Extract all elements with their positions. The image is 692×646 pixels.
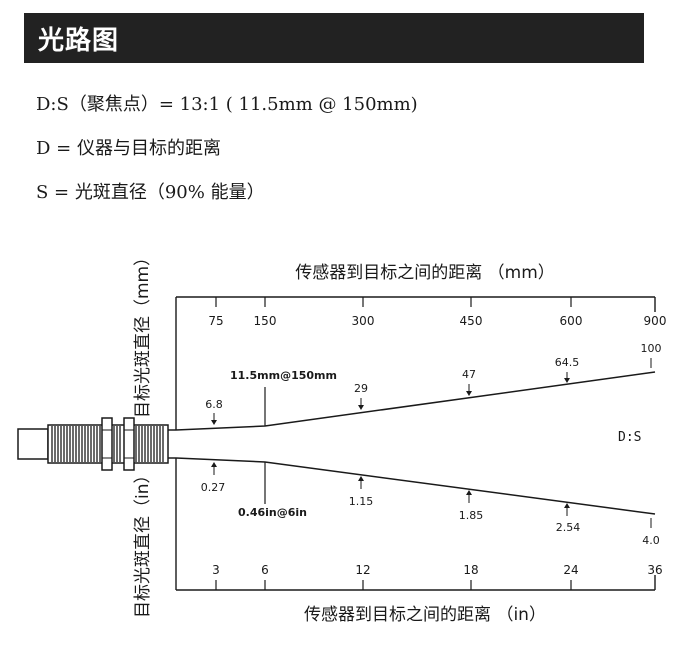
spot-mm-value: 64.5: [555, 356, 580, 369]
spot-in-value: 0.27: [201, 481, 226, 494]
spot-mm-arrowhead: [358, 405, 364, 410]
tick-label-mm: 300: [352, 314, 375, 328]
tick-label-in: 24: [563, 563, 578, 577]
spot-in-value: 1.85: [459, 509, 484, 522]
spot-in-value: 2.54: [556, 521, 581, 534]
tick-label-mm: 900: [644, 314, 667, 328]
spot-in-arrowhead: [564, 503, 570, 508]
bottom-axis-title: 传感器到目标之间的距离 （in）: [304, 605, 546, 625]
spot-in-markers: 0.27 1.15 1.85 2.54 4.0: [201, 462, 660, 547]
tick-label-in: 12: [355, 563, 370, 577]
ds-ratio-label: D:S: [618, 430, 641, 445]
spot-mm-arrowhead: [564, 378, 570, 383]
top-axis-title: 传感器到目标之间的距离 （mm）: [295, 263, 555, 283]
tick-label-mm: 75: [208, 314, 223, 328]
tick-label-mm: 150: [254, 314, 277, 328]
spot-mm-value: 100: [641, 342, 662, 355]
section-title: 光路图: [38, 26, 120, 56]
spot-mm-arrowhead: [466, 391, 472, 396]
sensor-nut-right: [123, 417, 135, 471]
spot-in-arrowhead: [211, 462, 217, 467]
spot-mm-arrowhead: [211, 420, 217, 425]
bottom-ticks: 3 6 12 18 24 36: [212, 563, 663, 590]
tick-label-in: 36: [647, 563, 662, 577]
sensor-cable-end: [17, 428, 49, 460]
spot-mm-value: 6.8: [205, 398, 223, 411]
spec-ds-ratio: D:S（聚焦点）= 13:1 ( 11.5mm @ 150mm): [36, 94, 418, 115]
tick-label-mm: 450: [460, 314, 483, 328]
spot-mm-value: 47: [462, 368, 476, 381]
tick-label-in: 18: [463, 563, 478, 577]
top-ticks: 75 150 300 450 600 900: [208, 297, 666, 328]
sensor-icon: [17, 417, 176, 471]
spot-in-value: 1.15: [349, 495, 374, 508]
tick-label-in: 6: [261, 563, 269, 577]
left-title-mm: 目标光斑直径（mm）: [133, 249, 153, 418]
sensor-nut-left: [101, 417, 113, 471]
spot-mm-markers: 6.8 29 47 64.5 100: [205, 342, 662, 425]
spec-s-definition: S = 光斑直径（90% 能量）: [36, 182, 265, 203]
sensor-thread: [51, 426, 164, 462]
section-header: 光路图: [24, 13, 644, 63]
tick-label-in: 3: [212, 563, 220, 577]
spec-d-definition: D = 仪器与目标的距离: [36, 138, 221, 159]
spot-mm-value: 29: [354, 382, 368, 395]
focus-label-mm: 11.5mm@150mm: [230, 369, 337, 382]
spot-in-value: 4.0: [642, 534, 660, 547]
spot-in-arrowhead: [466, 490, 472, 495]
focus-label-in: 0.46in@6in: [238, 506, 307, 519]
tick-label-mm: 600: [560, 314, 583, 328]
left-title-in: 目标光斑直径（in）: [133, 467, 153, 619]
spot-in-arrowhead: [358, 476, 364, 481]
